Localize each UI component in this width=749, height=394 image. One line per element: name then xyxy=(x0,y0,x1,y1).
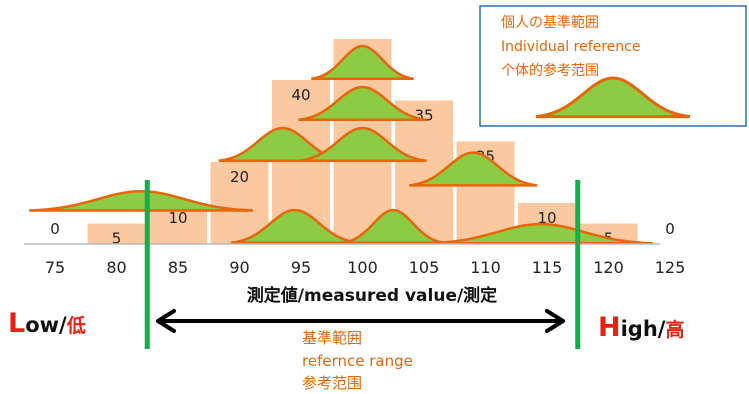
x-tick-labels: 75 80 85 90 95 100 105 110 115 120 125 xyxy=(45,258,685,277)
x-tick-label-100: 100 xyxy=(347,258,378,277)
x-tick-label-120: 120 xyxy=(593,258,624,277)
individual-curve-3 xyxy=(230,208,359,245)
high-label: High/高 xyxy=(598,312,684,343)
bar-80 xyxy=(87,223,146,244)
legend-line-zh: 个体的参考范围 xyxy=(501,62,599,79)
bar-value-label-105: 35 xyxy=(414,107,433,125)
individual-curve-1 xyxy=(29,189,254,212)
bar-value-label-125: 0 xyxy=(665,220,675,238)
x-tick-label-80: 80 xyxy=(106,258,126,277)
reference-range-label-zh: 参考范围 xyxy=(302,374,362,392)
individual-distribution-curves xyxy=(29,44,653,245)
bar-value-label-80: 5 xyxy=(112,230,122,248)
reference-range-label-ja: 基準範囲 xyxy=(302,329,362,347)
x-tick-label-105: 105 xyxy=(409,258,440,277)
individual-curve-4 xyxy=(311,44,414,81)
legend-line-ja: 個人の基準範囲 xyxy=(501,14,599,31)
x-tick-label-85: 85 xyxy=(168,258,188,277)
x-tick-label-125: 125 xyxy=(655,258,686,277)
bar-value-label-95: 40 xyxy=(291,86,310,104)
reference-limit-lines xyxy=(144,180,581,349)
legend-curve-icon xyxy=(535,76,691,119)
bar-90 xyxy=(210,162,269,244)
x-tick-label-75: 75 xyxy=(45,258,65,277)
bar-value-label-90: 20 xyxy=(230,168,249,186)
x-tick-label-90: 90 xyxy=(229,258,249,277)
reference-range-arrow xyxy=(156,309,565,333)
x-tick-label-95: 95 xyxy=(291,258,311,277)
low-label: Low/低 xyxy=(8,308,86,339)
individual-curve-7 xyxy=(341,208,445,245)
bar-value-label-85: 10 xyxy=(168,209,187,227)
individual-curve-5 xyxy=(298,85,427,122)
legend-line-en: Individual reference xyxy=(501,39,640,55)
individual-curve-9 xyxy=(428,222,653,245)
x-axis-label: 測定値/measured value/測定 xyxy=(247,285,497,306)
individual-curve-8 xyxy=(409,151,538,187)
individual-curve-6 xyxy=(298,126,427,163)
bar-value-label-75: 0 xyxy=(50,220,60,238)
x-tick-label-110: 110 xyxy=(470,258,501,277)
reference-range-label-en: refernce range xyxy=(302,352,413,370)
bar-value-label-115: 10 xyxy=(537,209,556,227)
legend-box: 個人の基準範囲 Individual reference 个体的参考范围 xyxy=(479,5,747,127)
x-tick-label-115: 115 xyxy=(532,258,563,277)
